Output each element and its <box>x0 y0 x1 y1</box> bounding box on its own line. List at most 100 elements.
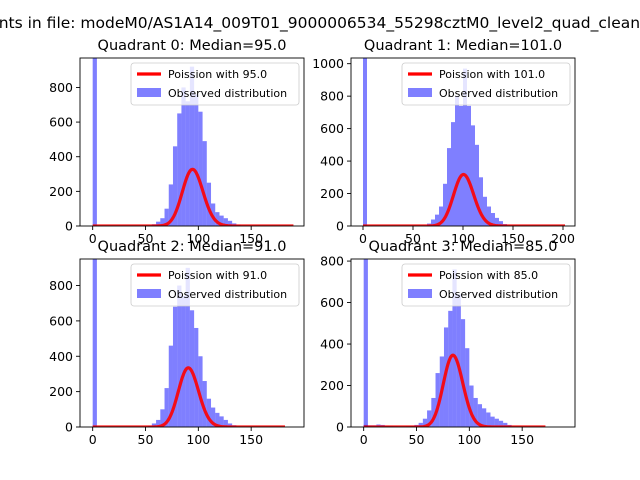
hist-bar <box>211 407 216 427</box>
y-tick-label: 400 <box>320 337 344 352</box>
y-tick-label: 0 <box>65 219 73 234</box>
legend-label: Poission with 85.0 <box>439 269 538 282</box>
hist-bar <box>447 148 451 226</box>
hist-bar <box>477 404 483 427</box>
hist-bar <box>177 285 182 427</box>
hist-bar <box>483 196 487 226</box>
y-tick-label: 400 <box>320 154 344 169</box>
legend-swatch-patch <box>137 88 161 97</box>
plot-area <box>362 58 566 226</box>
hist-bar <box>494 418 499 427</box>
hist-bar <box>475 144 479 226</box>
x-tick-label: 200 <box>551 231 575 246</box>
x-tick-label: 100 <box>451 231 475 246</box>
hist-bar <box>172 146 178 226</box>
x-tick-label: 50 <box>405 231 421 246</box>
hist-bar <box>181 296 186 427</box>
hist-bar <box>469 385 474 427</box>
legend-label: Observed distribution <box>439 87 558 100</box>
x-tick-label: 0 <box>89 432 97 447</box>
hist-bar <box>479 177 483 226</box>
legend: Poission with 95.0 Observed distribution <box>130 62 300 106</box>
x-tick-label: 0 <box>89 231 97 246</box>
hist-bar-zero <box>363 259 368 427</box>
y-tick-label: 200 <box>320 378 344 393</box>
hist-bar <box>198 356 203 427</box>
plot-area <box>363 259 546 427</box>
hist-bar <box>185 267 190 427</box>
hist-bar <box>202 141 207 226</box>
hist-bar <box>482 408 487 427</box>
hist-bar <box>418 422 423 427</box>
legend-swatch-patch <box>408 289 432 298</box>
legend-label: Observed distribution <box>168 288 287 301</box>
y-tick-label: 600 <box>320 295 344 310</box>
hist-bar <box>465 348 470 427</box>
hist-bar <box>189 66 195 226</box>
legend-swatch-patch <box>408 88 432 97</box>
hist-bar <box>495 217 499 226</box>
hist-bar-zero <box>92 259 97 427</box>
y-tick-label: 200 <box>49 184 73 199</box>
legend: Poission with 101.0 Observed distribution <box>401 62 571 106</box>
hist-bar <box>491 213 495 226</box>
x-tick-label: 100 <box>457 432 481 447</box>
panel-title: Quadrant 1: Median=101.0 <box>364 38 562 54</box>
hist-bar <box>206 398 212 427</box>
y-tick-label: 400 <box>49 149 73 164</box>
hist-bar <box>452 269 457 427</box>
hist-bar <box>156 221 161 226</box>
hist-bar <box>223 419 228 427</box>
y-tick-label: 0 <box>336 219 344 234</box>
hist-bar <box>227 423 233 427</box>
y-tick-label: 200 <box>49 384 73 399</box>
hist-bar <box>168 345 173 427</box>
legend-label: Observed distribution <box>168 87 287 100</box>
panel-title: Quadrant 3: Median=85.0 <box>369 239 558 255</box>
plot-area <box>92 259 286 427</box>
hist-bar <box>490 416 495 427</box>
hist-bar <box>215 412 220 427</box>
y-tick-label: 800 <box>320 89 344 104</box>
hist-bar <box>202 381 207 427</box>
hist-bar <box>503 422 508 427</box>
panel-title: Quadrant 0: Median=95.0 <box>98 38 287 54</box>
x-tick-label: 50 <box>138 432 154 447</box>
hist-bar <box>467 105 471 226</box>
figure-suptitle: Events in file: modeM0/AS1A14_009T01_900… <box>0 14 640 33</box>
hist-bar <box>194 94 199 226</box>
legend: Poission with 91.0 Observed distribution <box>130 263 300 307</box>
hist-bar <box>219 215 224 226</box>
x-tick-label: 0 <box>360 432 368 447</box>
hist-bar <box>435 373 440 427</box>
x-tick-label: 150 <box>239 432 263 447</box>
y-tick-label: 600 <box>49 313 73 328</box>
legend: Poission with 85.0 Observed distribution <box>401 263 571 307</box>
hist-bar <box>431 219 435 226</box>
hist-bar <box>473 397 478 427</box>
chart-panel-3: 0 50 100 150 0 200 400 600 800 Quadrant 3: Median… <box>320 239 576 447</box>
legend-label: Poission with 91.0 <box>168 269 267 282</box>
hist-bar <box>422 418 428 427</box>
hist-bar <box>427 410 432 427</box>
y-tick-label: 200 <box>320 186 344 201</box>
legend-label: Observed distribution <box>439 288 558 301</box>
hist-bar <box>459 105 463 226</box>
hist-bar-zero <box>363 58 367 226</box>
hist-bar <box>456 294 461 427</box>
hist-bar <box>498 420 504 427</box>
hist-bar <box>172 306 178 427</box>
hist-bar <box>168 184 173 226</box>
legend-box <box>130 263 300 307</box>
hist-bar <box>455 96 459 226</box>
y-tick-label: 800 <box>49 80 73 95</box>
hist-bar <box>435 214 439 226</box>
x-tick-label: 100 <box>186 231 210 246</box>
legend-label: Poission with 95.0 <box>168 68 267 81</box>
hist-bar <box>181 87 186 226</box>
hist-bar <box>156 419 161 427</box>
y-tick-label: 1000 <box>312 56 344 71</box>
x-tick-label: 50 <box>138 231 154 246</box>
axes-frame <box>79 57 305 227</box>
hist-bar <box>223 218 228 226</box>
